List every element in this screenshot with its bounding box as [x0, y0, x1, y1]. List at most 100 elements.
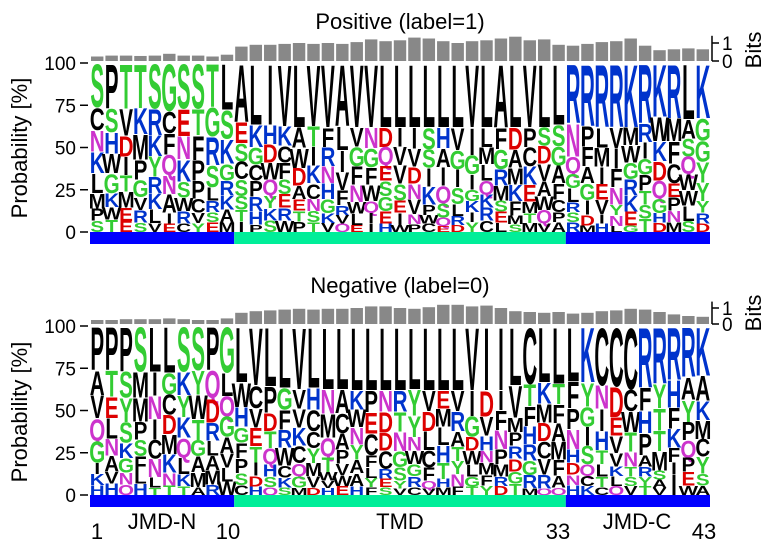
residue-glyph: I	[484, 309, 490, 410]
residue-glyph: R	[220, 177, 235, 200]
residue-glyph: K	[320, 210, 335, 226]
residue-glyph: P	[494, 446, 508, 469]
residue-glyph: N	[147, 454, 162, 483]
residue-glyph: K	[248, 119, 263, 154]
residue-glyph: L	[379, 309, 392, 410]
residue-glyph: T	[509, 480, 522, 498]
residue-glyph: C	[90, 101, 105, 137]
residue-glyph: E	[119, 218, 133, 235]
residue-glyph: N	[147, 389, 162, 426]
residue-glyph: I	[239, 219, 245, 236]
residue-glyph: L	[567, 186, 580, 207]
residue-glyph: E	[523, 180, 537, 207]
residue-glyph: E	[681, 469, 695, 490]
bits-tick-label: 0	[722, 52, 733, 73]
bits-bar	[119, 319, 133, 324]
bits-bar	[105, 320, 118, 324]
residue-glyph: T	[307, 219, 320, 235]
residue-glyph: S	[451, 183, 465, 210]
residue-glyph: W	[102, 205, 122, 224]
residue-glyph: V	[335, 460, 349, 479]
residue-glyph: K	[667, 424, 682, 454]
bits-bar	[437, 41, 450, 61]
residue-glyph: A	[551, 472, 566, 490]
region-segment	[234, 495, 566, 507]
residue-glyph: R	[407, 474, 422, 491]
residue-glyph: M	[190, 469, 207, 492]
positive-title: Positive (label=1)	[315, 9, 484, 34]
residue-glyph: Q	[652, 175, 668, 203]
residue-glyph: S	[278, 486, 292, 498]
residue-glyph: L	[177, 453, 190, 479]
residue-glyph: R	[450, 407, 465, 438]
bits-bar	[523, 312, 536, 324]
residue-glyph: S	[134, 220, 148, 235]
bits-bar	[307, 309, 320, 324]
residue-glyph: T	[192, 103, 205, 144]
residue-glyph: I	[599, 403, 605, 438]
residue-glyph: W	[289, 144, 309, 175]
residue-glyph: L	[394, 309, 407, 410]
residue-glyph: S	[638, 202, 652, 223]
residue-glyph: N	[349, 180, 364, 207]
bits-bar	[148, 55, 162, 61]
residue-glyph: N	[90, 126, 105, 159]
residue-glyph: E	[379, 162, 393, 186]
residue-glyph: S	[148, 52, 162, 122]
residue-glyph: Y	[350, 441, 364, 464]
residue-glyph: I	[397, 210, 403, 229]
residue-glyph: Q	[478, 178, 494, 199]
residue-glyph: Q	[536, 488, 552, 498]
residue-glyph: E	[595, 180, 609, 205]
residue-glyph: K	[580, 484, 596, 498]
residue-glyph: V	[422, 386, 436, 418]
bits-bar	[509, 36, 522, 61]
residue-glyph: C	[306, 180, 321, 204]
bits-bar	[610, 41, 623, 61]
bits-bar	[509, 311, 522, 324]
residue-glyph: M	[132, 366, 149, 407]
residue-glyph: S	[379, 178, 393, 201]
residue-glyph: G	[233, 424, 249, 448]
residue-glyph: S	[624, 474, 638, 489]
residue-glyph: H	[594, 221, 609, 234]
residue-glyph: W	[261, 158, 281, 185]
residue-glyph: V	[307, 49, 321, 145]
residue-glyph: R	[566, 48, 581, 141]
residue-glyph: S	[105, 102, 119, 139]
region-segment	[90, 495, 235, 507]
residue-glyph: F	[668, 135, 681, 171]
residue-glyph: N	[450, 472, 465, 491]
residue-glyph: L	[350, 210, 363, 228]
residue-glyph: P	[105, 315, 119, 383]
bits-bar	[206, 56, 219, 61]
bits-bar	[422, 38, 436, 61]
residue-glyph: L	[610, 225, 623, 234]
residue-glyph: G	[277, 382, 293, 417]
residue-glyph: Y	[638, 474, 652, 489]
residue-glyph: L	[538, 46, 551, 147]
residue-glyph: S	[393, 464, 407, 485]
residue-glyph: S	[508, 222, 522, 235]
residue-glyph: H	[306, 381, 321, 416]
residue-glyph: F	[365, 163, 378, 190]
residue-glyph: V	[90, 388, 104, 425]
residue-glyph: F	[451, 484, 464, 498]
residue-glyph: V	[321, 479, 335, 490]
residue-glyph: K	[292, 423, 307, 451]
bits-bar	[177, 55, 190, 61]
residue-glyph: Y	[609, 202, 623, 219]
residue-glyph: P	[206, 315, 220, 383]
residue-glyph: V	[393, 142, 407, 171]
residue-glyph: F	[192, 130, 205, 169]
residue-glyph: T	[466, 484, 479, 498]
bits-bar	[408, 37, 421, 61]
residue-glyph: G	[392, 447, 408, 472]
residue-glyph: A	[551, 219, 566, 235]
residue-glyph: P	[105, 52, 119, 122]
residue-glyph: R	[522, 439, 537, 465]
bits-bar	[682, 316, 695, 324]
y-tick-label: 100	[44, 54, 76, 75]
residue-glyph: A	[191, 485, 206, 498]
residue-glyph: F	[322, 123, 335, 153]
